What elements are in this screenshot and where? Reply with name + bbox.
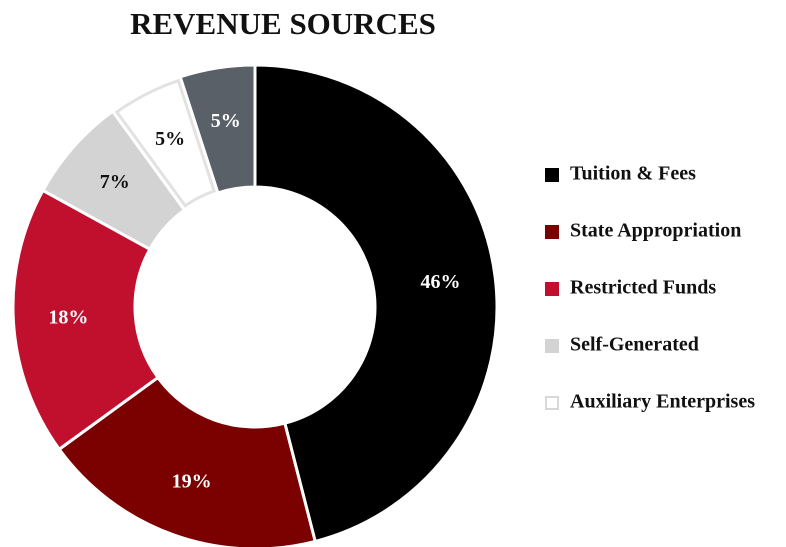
legend-label: Auxiliary Enterprises: [570, 391, 755, 413]
legend-swatch: [545, 225, 559, 239]
legend-label: Restricted Funds: [570, 277, 716, 299]
data-label: 7%: [100, 171, 130, 193]
legend-swatch: [545, 282, 559, 296]
donut-slice: [57, 375, 318, 547]
data-label: 46%: [421, 271, 461, 293]
legend-swatch: [545, 339, 559, 353]
chart-title: REVENUE SOURCES: [130, 6, 436, 41]
slice-outline: [114, 78, 216, 208]
data-label: 18%: [48, 306, 88, 328]
legend-swatch: [545, 396, 559, 410]
data-label: 19%: [172, 471, 212, 493]
legend-swatch: [545, 168, 559, 182]
donut-slice: [178, 63, 257, 195]
legend-label: Self-Generated: [570, 334, 699, 356]
legend-label: Tuition & Fees: [570, 163, 696, 185]
legend-label: State Appropriation: [570, 220, 741, 242]
donut-slice: [253, 63, 499, 544]
data-label: 5%: [211, 110, 241, 132]
data-label: 5%: [155, 128, 185, 150]
donut-slice: [11, 188, 161, 452]
